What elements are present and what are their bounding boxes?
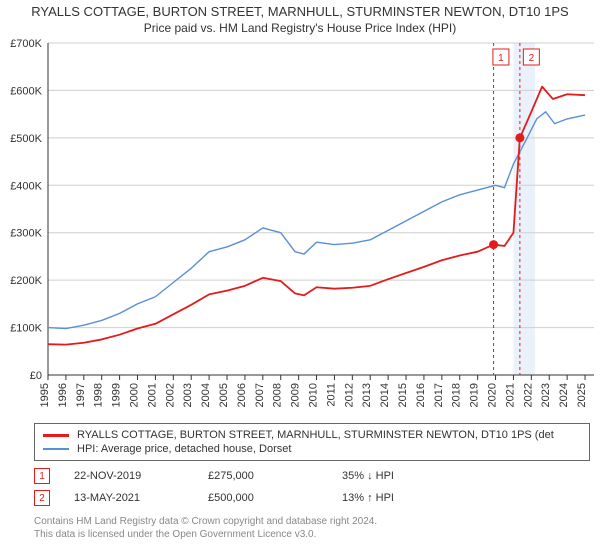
svg-text:2020: 2020 [487, 383, 499, 407]
svg-text:£600K: £600K [10, 85, 42, 97]
legend-row: HPI: Average price, detached house, Dors… [43, 442, 581, 456]
svg-text:2015: 2015 [397, 383, 409, 407]
marker-price: £275,000 [208, 470, 318, 482]
svg-text:2002: 2002 [164, 383, 176, 407]
svg-text:1998: 1998 [93, 383, 105, 407]
svg-text:2012: 2012 [343, 383, 355, 407]
legend-label: RYALLS COTTAGE, BURTON STREET, MARNHULL,… [77, 429, 554, 441]
chart-title-block: RYALLS COTTAGE, BURTON STREET, MARNHULL,… [0, 0, 600, 37]
svg-text:£300K: £300K [10, 228, 42, 240]
svg-text:£0: £0 [30, 370, 42, 382]
svg-text:2007: 2007 [254, 383, 266, 407]
price-chart: £0 £100K £200K £300K £400K £500K £600K £700K 199… [0, 37, 600, 417]
svg-text:£500K: £500K [10, 133, 42, 145]
legend-swatch [43, 434, 69, 437]
legend-swatch [43, 448, 69, 450]
svg-text:2023: 2023 [540, 383, 552, 407]
svg-text:2022: 2022 [522, 383, 534, 407]
svg-text:2001: 2001 [146, 383, 158, 407]
svg-text:£400K: £400K [10, 180, 42, 192]
marker-delta: 35% ↓ HPI [342, 470, 452, 482]
marker-price: £500,000 [208, 492, 318, 504]
footer-line-2: This data is licensed under the Open Gov… [34, 528, 590, 541]
svg-text:2010: 2010 [308, 383, 320, 407]
marker-table: 1 22-NOV-2019 £275,000 35% ↓ HPI 2 13-MAY-202… [34, 465, 590, 509]
svg-text:£700K: £700K [10, 38, 42, 50]
svg-text:2000: 2000 [129, 383, 141, 407]
svg-text:2013: 2013 [361, 383, 373, 407]
marker-row: 2 13-MAY-2021 £500,000 13% ↑ HPI [34, 487, 590, 509]
svg-text:2024: 2024 [558, 383, 570, 407]
svg-text:2017: 2017 [433, 383, 445, 407]
legend-label: HPI: Average price, detached house, Dors… [77, 443, 291, 455]
svg-text:2009: 2009 [290, 383, 302, 407]
marker-row: 1 22-NOV-2019 £275,000 35% ↓ HPI [34, 465, 590, 487]
svg-text:1999: 1999 [111, 383, 123, 407]
svg-text:1: 1 [498, 53, 504, 64]
svg-text:2019: 2019 [469, 383, 481, 407]
legend: RYALLS COTTAGE, BURTON STREET, MARNHULL,… [34, 423, 590, 461]
marker-date: 13-MAY-2021 [74, 492, 184, 504]
svg-text:2006: 2006 [236, 383, 248, 407]
chart-title: RYALLS COTTAGE, BURTON STREET, MARNHULL,… [6, 4, 594, 19]
svg-text:2008: 2008 [272, 383, 284, 407]
svg-text:1996: 1996 [57, 383, 69, 407]
svg-text:2: 2 [529, 53, 535, 64]
svg-text:2005: 2005 [218, 383, 230, 407]
marker-date: 22-NOV-2019 [74, 470, 184, 482]
svg-text:2004: 2004 [200, 383, 212, 407]
marker-delta: 13% ↑ HPI [342, 492, 452, 504]
footer-line-1: Contains HM Land Registry data © Crown c… [34, 515, 590, 528]
chart-footer: Contains HM Land Registry data © Crown c… [34, 515, 590, 541]
marker-badge: 1 [34, 468, 50, 484]
legend-row: RYALLS COTTAGE, BURTON STREET, MARNHULL,… [43, 428, 581, 442]
svg-text:2014: 2014 [379, 383, 391, 407]
marker-badge: 2 [34, 490, 50, 506]
svg-text:2021: 2021 [504, 383, 516, 407]
chart-subtitle: Price paid vs. HM Land Registry's House … [6, 21, 594, 35]
svg-text:2011: 2011 [325, 383, 337, 407]
svg-text:2003: 2003 [182, 383, 194, 407]
svg-text:£200K: £200K [10, 275, 42, 287]
svg-text:1995: 1995 [39, 383, 51, 407]
chart-svg: £0 £100K £200K £300K £400K £500K £600K £700K 199… [0, 37, 600, 417]
svg-text:1997: 1997 [75, 383, 87, 407]
svg-text:2016: 2016 [415, 383, 427, 407]
svg-text:2025: 2025 [576, 383, 588, 407]
svg-text:£100K: £100K [10, 323, 42, 335]
svg-text:2018: 2018 [451, 383, 463, 407]
